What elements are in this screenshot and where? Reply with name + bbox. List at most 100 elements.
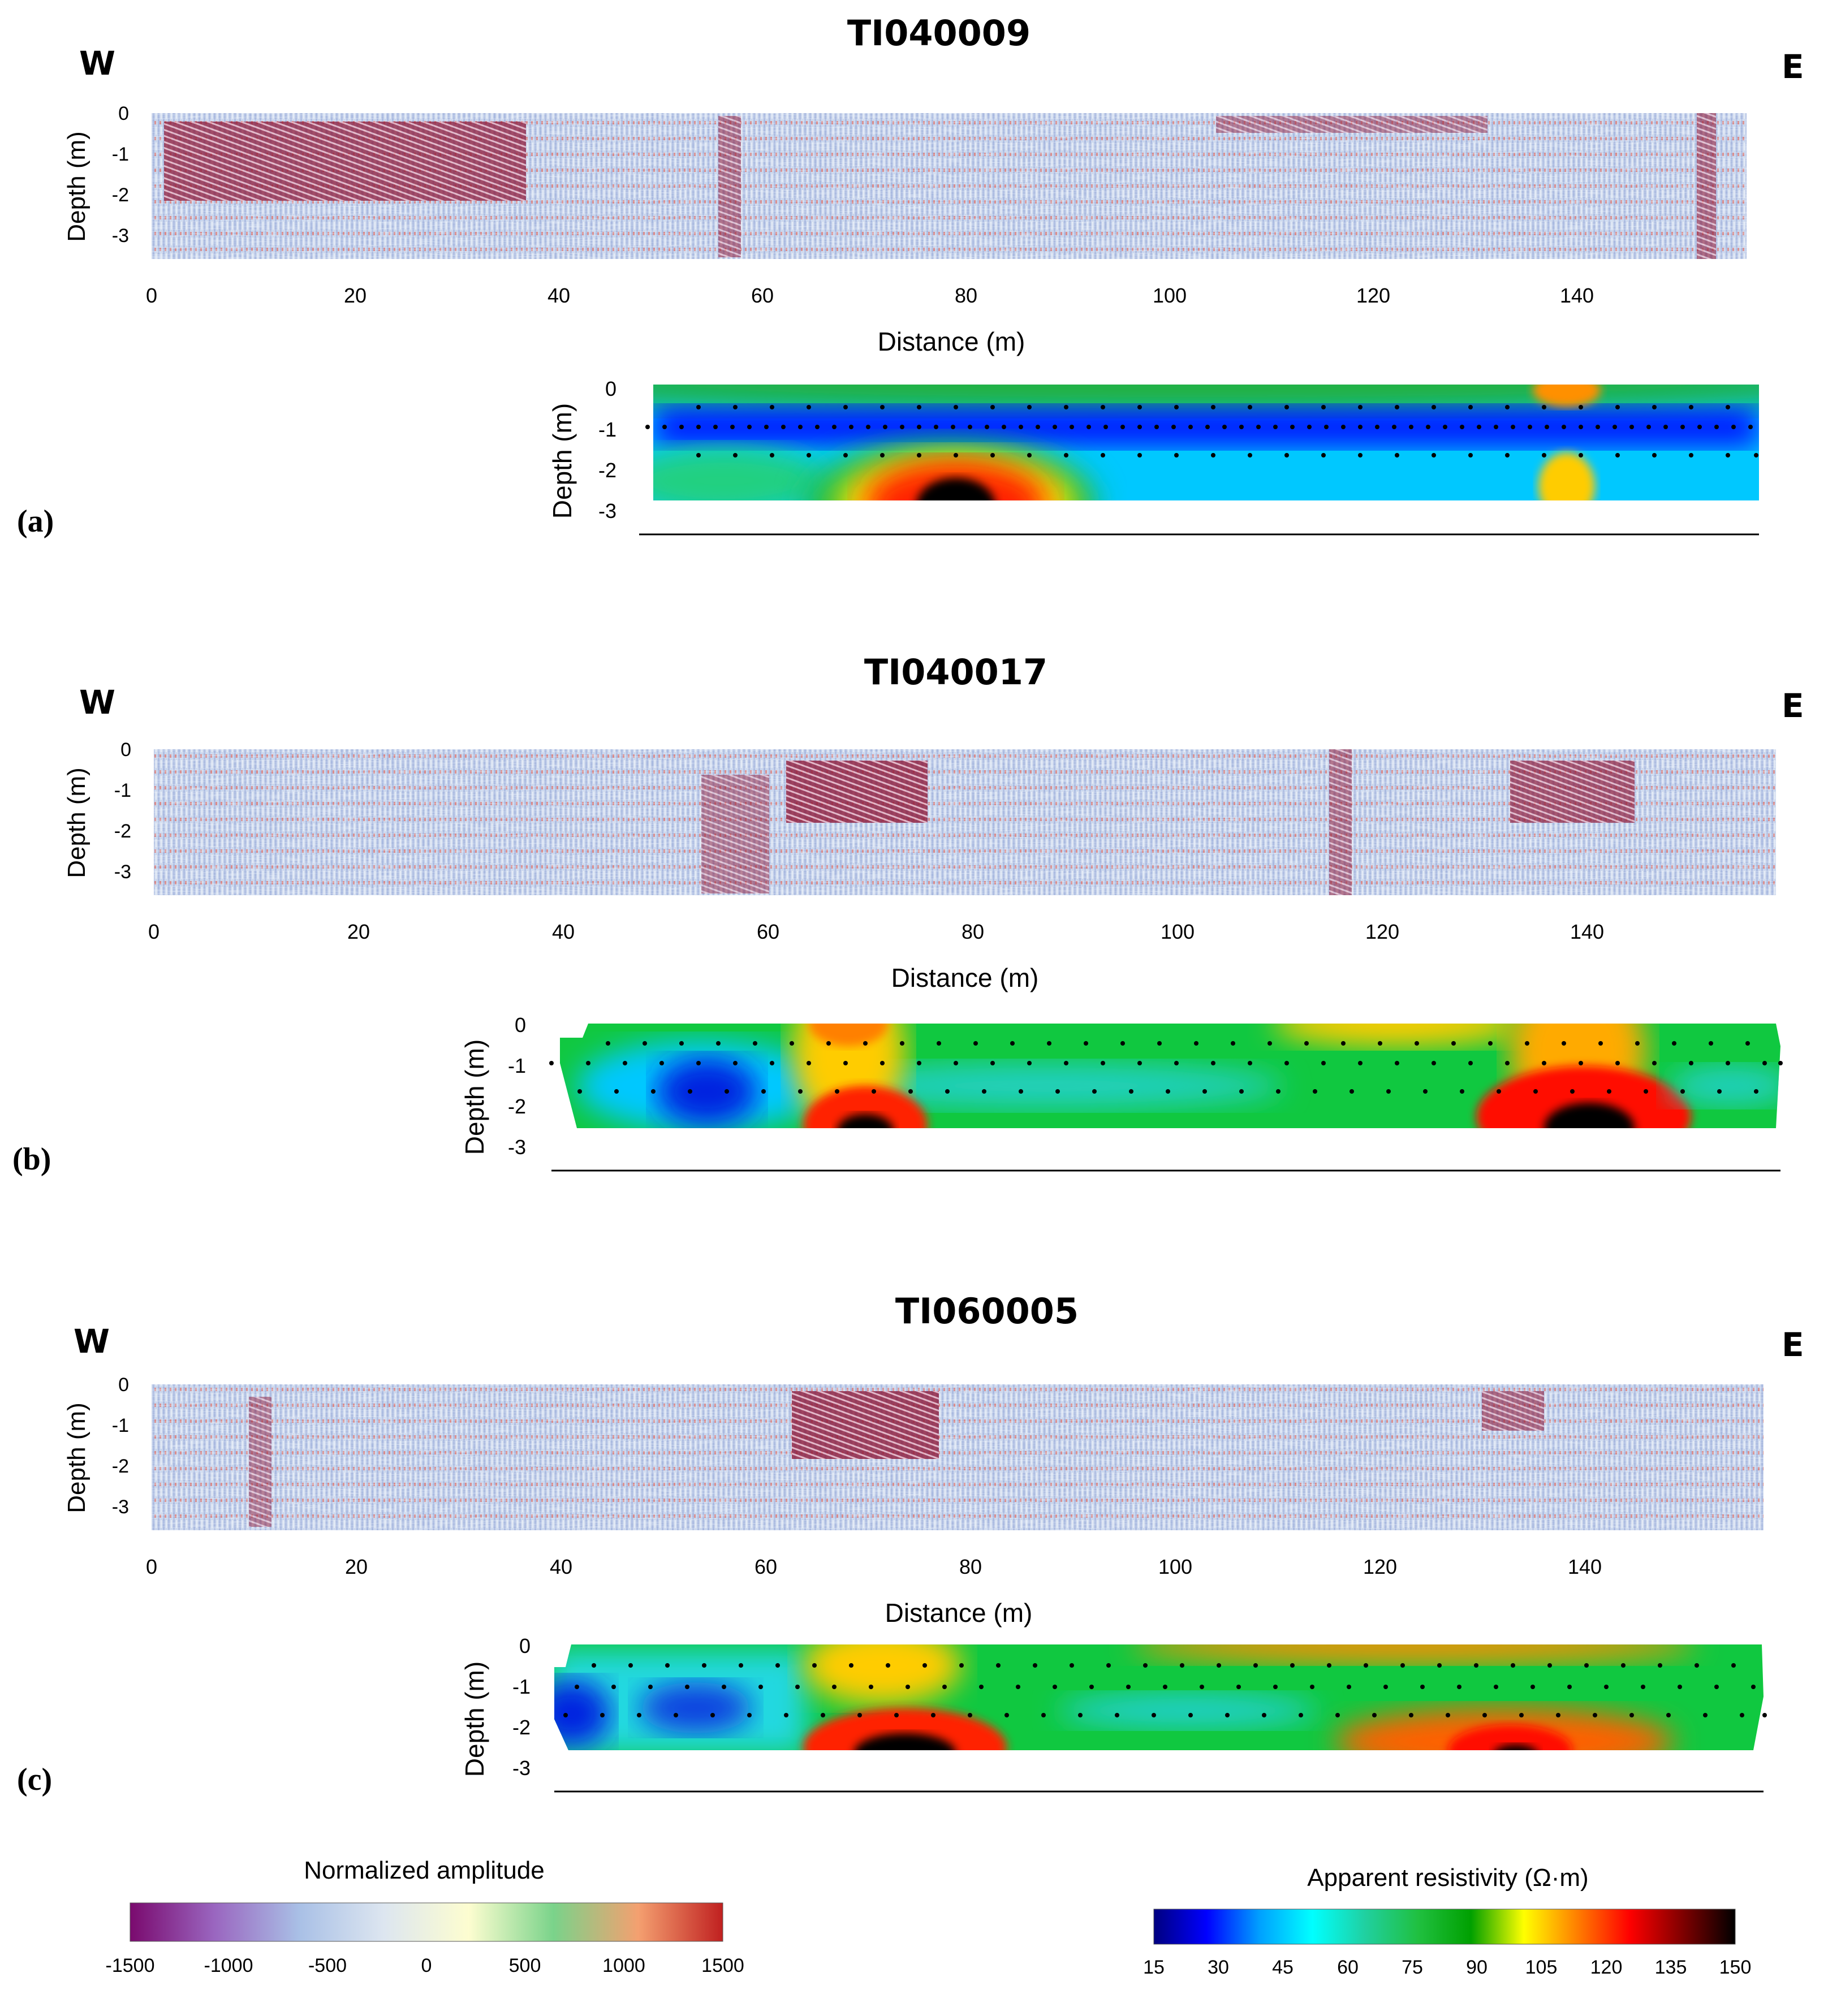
gpr-x-axis: 0 20 40 60 80 100 120 140 [146, 1555, 1602, 1578]
depth-tick: -1 [112, 1415, 129, 1436]
distance-tick: 60 [757, 920, 779, 943]
amplitude-tick: -1500 [106, 1955, 155, 1976]
distance-tick: 120 [1363, 1555, 1397, 1578]
depth-tick: -3 [112, 225, 129, 247]
distance-tick: 100 [1158, 1555, 1192, 1578]
electrode-row [563, 1713, 1767, 1717]
resistivity-y-axis: 0 -1 -2 -3 [512, 1634, 531, 1780]
distance-tick: 20 [344, 284, 367, 307]
resistivity-tick: 45 [1272, 1957, 1294, 1978]
resistivity-section [554, 1644, 1767, 1793]
resistivity-section [639, 385, 1759, 536]
electrode-row [606, 1041, 1750, 1046]
depth-axis-label: Depth (m) [63, 131, 90, 242]
depth-tick: -3 [512, 1756, 531, 1780]
electrode-row [575, 1685, 1756, 1689]
depth-tick: 0 [120, 739, 131, 761]
gpr-y-axis: 0 -1 -2 -3 [112, 1374, 129, 1518]
gpr-hotspot [792, 1391, 939, 1459]
gpr-hotspot [164, 122, 526, 201]
panel-label: (a) [17, 504, 54, 539]
depth-tick: -2 [114, 821, 131, 842]
amplitude-tick: 500 [509, 1955, 541, 1976]
west-label: W [74, 1322, 110, 1361]
gpr-hotspot [249, 1397, 271, 1527]
depth-tick: 0 [118, 1374, 129, 1396]
distance-tick: 20 [347, 920, 370, 943]
gpr-hotspot [1329, 749, 1352, 895]
distance-tick: 0 [146, 284, 157, 307]
electrode-row [592, 1663, 1736, 1668]
amplitude-legend: Normalized amplitude -1500 -1000 -500 0 … [106, 1857, 744, 1976]
depth-axis-label: Depth (m) [460, 1661, 489, 1777]
panel-title: TI040017 [864, 651, 1047, 693]
gpr-y-axis: 0 -1 -2 -3 [112, 103, 129, 247]
electrode-row [549, 1061, 1783, 1065]
distance-tick: 40 [552, 920, 575, 943]
resistivity-tick: 60 [1337, 1957, 1359, 1978]
resistivity-tick: 105 [1525, 1957, 1558, 1978]
depth-tick: -2 [112, 184, 129, 206]
distance-axis-label: Distance (m) [878, 327, 1025, 356]
distance-tick: 80 [962, 920, 984, 943]
gpr-radargram [154, 749, 1776, 895]
panel-title: TI040009 [847, 12, 1031, 54]
resistivity-tick: 75 [1402, 1957, 1423, 1978]
resistivity-y-axis: 0 -1 -2 -3 [508, 1013, 526, 1159]
gpr-hotspot [786, 761, 928, 823]
amplitude-tick: 1000 [602, 1955, 645, 1976]
depth-tick: -2 [598, 459, 616, 482]
resistivity-tick: 15 [1143, 1957, 1165, 1978]
depth-tick: -2 [508, 1095, 526, 1118]
depth-tick: -1 [512, 1675, 531, 1698]
amplitude-legend-title: Normalized amplitude [304, 1857, 545, 1884]
east-label: E [1782, 687, 1804, 725]
distance-tick: 120 [1365, 920, 1399, 943]
distance-axis-label: Distance (m) [891, 963, 1039, 992]
depth-tick: -2 [112, 1456, 129, 1477]
depth-axis-label: Depth (m) [460, 1039, 489, 1155]
panel-label: (c) [17, 1762, 52, 1797]
resistivity-section [549, 1024, 1783, 1172]
electrode-row [696, 453, 1758, 457]
panel-label: (b) [12, 1142, 51, 1177]
depth-tick: -1 [598, 418, 616, 441]
electrode-row [577, 1089, 1758, 1094]
panel-b: TI040017 W E 0 -1 -2 -3 Depth (m) 0 20 4… [12, 651, 1804, 1177]
east-label: E [1782, 1326, 1804, 1364]
resistivity-legend: Apparent resistivity (Ω·m) 15 30 45 60 7… [1143, 1864, 1751, 1978]
panel-c: TI060005 W E 0 -1 -2 -3 Depth (m) 0 20 4… [17, 1290, 1804, 1797]
distance-tick: 80 [959, 1555, 982, 1578]
electrode-row [645, 425, 1753, 429]
distance-tick: 120 [1356, 284, 1390, 307]
distance-tick: 140 [1568, 1555, 1602, 1578]
depth-axis-label: Depth (m) [63, 1402, 90, 1513]
depth-tick: -3 [112, 1496, 129, 1518]
resistivity-tick: 120 [1590, 1957, 1623, 1978]
distance-tick: 100 [1161, 920, 1195, 943]
east-label: E [1782, 48, 1804, 86]
resistivity-tick: 150 [1719, 1957, 1752, 1978]
amplitude-tick: -500 [308, 1955, 347, 1976]
resistivity-tick: 30 [1208, 1957, 1229, 1978]
distance-tick: 100 [1153, 284, 1187, 307]
resistivity-tick: 135 [1655, 1957, 1687, 1978]
distance-tick: 60 [754, 1555, 777, 1578]
amplitude-tick: 1500 [701, 1955, 744, 1976]
depth-tick: 0 [118, 103, 129, 124]
depth-tick: 0 [605, 377, 616, 400]
resistivity-legend-title: Apparent resistivity (Ω·m) [1307, 1864, 1588, 1892]
gpr-y-axis: 0 -1 -2 -3 [114, 739, 131, 883]
depth-tick: 0 [515, 1013, 526, 1037]
west-label: W [79, 683, 115, 722]
depth-tick: -3 [114, 861, 131, 883]
distance-tick: 0 [148, 920, 159, 943]
depth-axis-label: Depth (m) [547, 403, 577, 519]
amplitude-colorbar [130, 1902, 723, 1942]
distance-axis-label: Distance (m) [885, 1598, 1033, 1628]
depth-tick: -3 [508, 1136, 526, 1159]
gpr-hotspot [1510, 761, 1635, 823]
distance-tick: 60 [751, 284, 774, 307]
depth-tick: -1 [112, 144, 129, 165]
